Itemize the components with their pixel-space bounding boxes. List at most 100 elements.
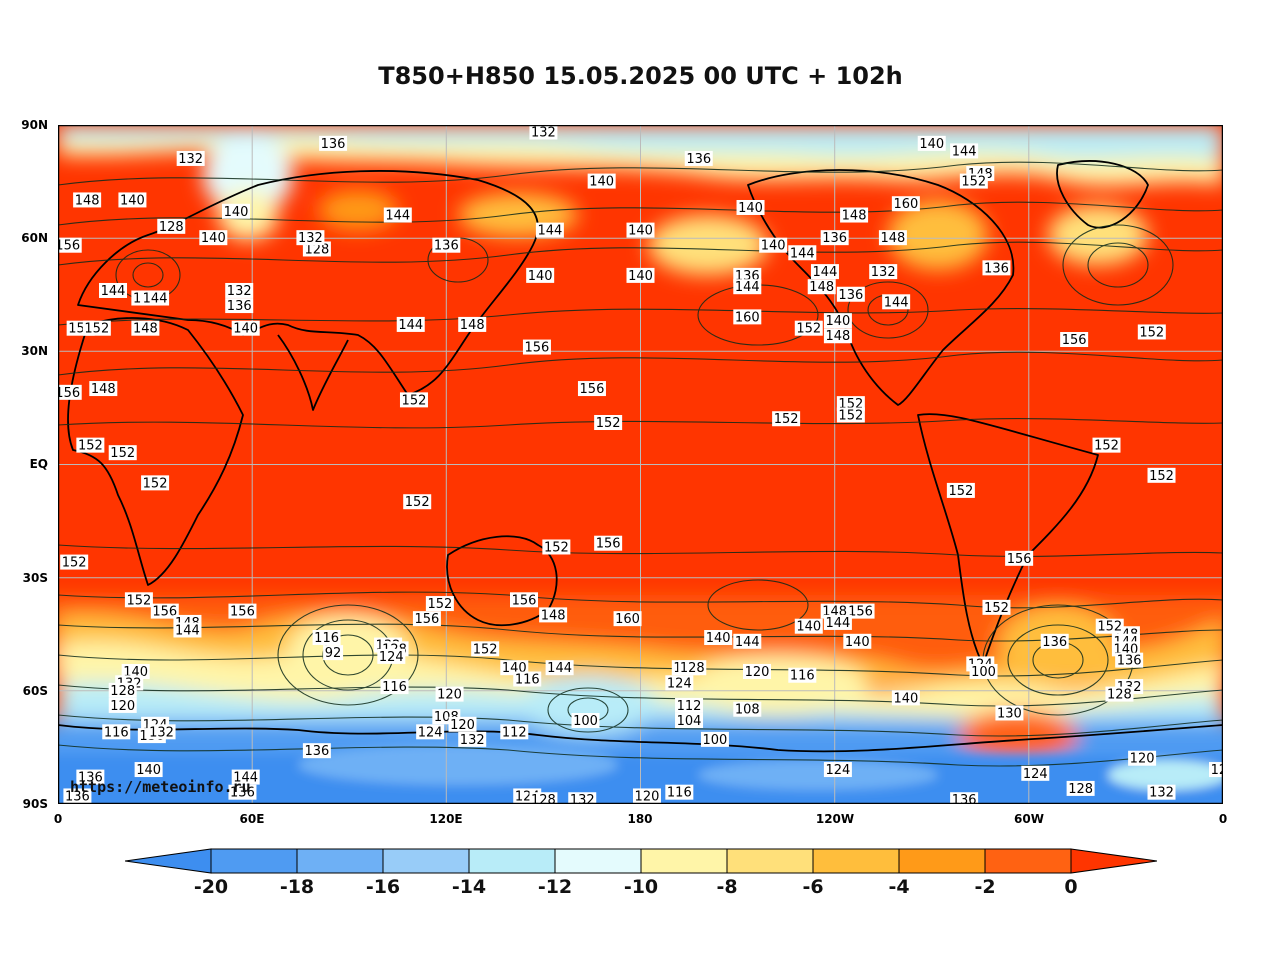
contour-label-text: 152 (473, 642, 498, 657)
india-outline (277, 334, 349, 411)
contour-label: 152 (1092, 437, 1121, 454)
contour-label-text: 132 (1149, 786, 1174, 801)
contour-label-text: 136 (65, 789, 90, 804)
map-title: T850+H850 15.05.2025 00 UTC + 102h (378, 62, 903, 90)
colorbar-swatch (640, 848, 728, 874)
contour-label: 156 (577, 381, 606, 397)
greenland-outline (1056, 160, 1149, 229)
contour-label: 128 (302, 241, 331, 257)
contour-label-text: 140 (738, 201, 763, 216)
lon-tick-60w: 60W (1014, 812, 1044, 826)
contour-label: 148 (878, 230, 907, 246)
contour-label: 124 (1021, 765, 1050, 782)
contour-label: 120 (632, 788, 661, 804)
contour-label: 112 (675, 697, 704, 714)
colorbar-label: -20 (193, 876, 229, 898)
contour-label-text: 136 (434, 239, 459, 254)
contour-label-text: 136 (304, 744, 329, 759)
contour-label: 140 (891, 690, 920, 706)
contour-label-text: 92 (325, 646, 342, 661)
lon-tick-120e: 120E (429, 812, 463, 826)
contour-label-text: 156 (580, 382, 605, 397)
contour-label: 156 (150, 603, 179, 620)
contour-label-text: 128 (110, 684, 135, 699)
contour-label: 156 (412, 611, 441, 627)
contour-label: 130 (995, 705, 1024, 721)
contour-label-text: 152 (838, 408, 863, 423)
contour-label-text: 136 (686, 152, 711, 167)
contour-label: 124 (377, 648, 406, 665)
contour-label: 100 (700, 731, 729, 748)
contour-label: 120 (743, 663, 771, 680)
colorbar-swatch (124, 848, 212, 874)
contour-label: 116 (513, 671, 542, 688)
contour-label: 144 (545, 660, 574, 676)
lat-tick-60n: 60N (21, 231, 48, 245)
contour-label: 156 (1005, 550, 1034, 567)
contour-label: 140 (199, 230, 228, 246)
contour-label-text: 152 (1149, 469, 1174, 484)
contour-label-text: 148 (825, 329, 850, 344)
contour-label-text: 140 (761, 239, 786, 254)
contour-label-text: 156 (230, 605, 255, 620)
contour-label: 144 (141, 290, 170, 307)
contour-label-text: 144 (825, 616, 850, 631)
contour-label: 132 (529, 125, 558, 141)
contour-label-text: 128 (1068, 782, 1093, 797)
contour-label: 144 (383, 207, 412, 224)
contour-label: 100 (571, 713, 600, 729)
contour-label: 104 (675, 713, 704, 729)
contour-label: 140 (843, 633, 872, 650)
contour-label: 156 (228, 603, 257, 620)
contour-label: 144 (733, 633, 762, 650)
contour-label-text: 152 (427, 597, 452, 612)
contour-label-text: 156 (596, 537, 621, 552)
colorbar-label: -12 (537, 876, 573, 898)
contour-label: 136 (684, 150, 713, 167)
contour-label-text: 120 (450, 718, 475, 733)
contour-label: 152 (1095, 618, 1124, 635)
contour-label: 132 (225, 282, 254, 299)
contour-label: 148 (840, 207, 869, 224)
colorbar-label: -14 (451, 876, 487, 898)
contour-label: 152 (1147, 467, 1176, 484)
map-plot-area: 1321361401321361441481521401481401281401… (58, 125, 1223, 804)
contour-label-text: 120 (110, 699, 135, 714)
contour-label: 144 (231, 769, 260, 786)
contour-label: 116 (312, 630, 341, 646)
colorbar-swatch (984, 848, 1072, 874)
contour-label: 140 (823, 313, 852, 329)
contour-label-text: 148 (541, 608, 566, 623)
credit-link[interactable]: https://meteoinfo.ru (70, 778, 251, 796)
contour-label: 140 (759, 237, 788, 254)
contour-label-text: 152 (1097, 620, 1122, 635)
contour-label: 128 (1066, 780, 1095, 797)
contour-label: 132 (1147, 784, 1176, 801)
contour-label: 152 (594, 415, 623, 431)
lat-tick-30n: 30N (21, 344, 48, 358)
contour-label-text: 108 (735, 703, 760, 718)
lon-tick-60e: 60E (239, 812, 265, 826)
contour-label: 136 (225, 298, 254, 314)
contour-label-text: 156 (848, 605, 873, 620)
contour-label-text: 156 (525, 341, 550, 356)
contour-label-text: 144 (813, 265, 838, 280)
contour-label-text: 144 (952, 144, 977, 159)
contour-label-text: 156 (58, 239, 80, 254)
contour-label: 156 (594, 535, 623, 552)
contour-label: 120 (448, 716, 477, 733)
contour-label-text: 136 (78, 771, 103, 786)
contour-label: 108 (733, 701, 762, 718)
contour-label-text: 116 (667, 786, 692, 801)
contour-label-text: 140 (845, 635, 870, 650)
contour-label-text: 148 (842, 209, 867, 224)
contour-label: 144 (535, 222, 564, 239)
contour-label-text: 152 (126, 593, 151, 608)
contour-label: 140 (736, 199, 765, 216)
contour-label: 140 (626, 222, 655, 239)
contour-label: 140 (587, 173, 616, 190)
contour-label: 152 (425, 596, 454, 612)
contour-label: 132 (869, 264, 898, 280)
contour-label: 116 (665, 784, 694, 801)
contour-label-text: 128 (531, 793, 556, 804)
